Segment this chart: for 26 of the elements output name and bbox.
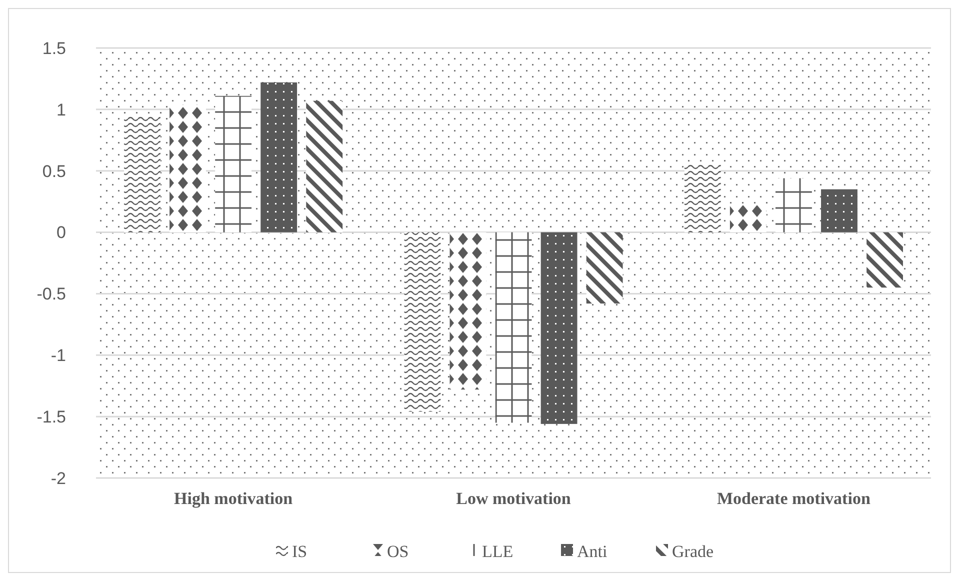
y-tick-label: 1 xyxy=(56,100,66,120)
bar xyxy=(260,82,298,232)
y-tick-label: -1 xyxy=(50,346,66,366)
x-tick-label: Low motivation xyxy=(456,489,572,508)
bar xyxy=(866,232,903,288)
bar xyxy=(821,189,858,232)
x-tick-label: High motivation xyxy=(174,489,294,508)
y-tick-label: -1.5 xyxy=(36,408,66,427)
legend-label: Anti xyxy=(577,542,608,561)
bar xyxy=(586,232,623,304)
legend-label: LLE xyxy=(482,542,514,561)
x-tick-label: Moderate motivation xyxy=(716,489,871,508)
bar xyxy=(404,232,441,412)
bar xyxy=(684,164,721,232)
bar xyxy=(306,100,343,232)
bar xyxy=(124,116,160,232)
y-tick-label: -0.5 xyxy=(36,284,66,304)
legend-label: OS xyxy=(387,542,409,561)
y-tick-label: 0.5 xyxy=(42,162,66,181)
y-tick-label: 1.5 xyxy=(42,38,66,58)
bar xyxy=(540,232,578,424)
y-tick-label: -2 xyxy=(50,468,66,488)
y-tick-label: 0 xyxy=(56,223,66,242)
legend-label: Grade xyxy=(672,542,714,561)
bar xyxy=(495,232,532,423)
legend-label: IS xyxy=(292,542,308,561)
